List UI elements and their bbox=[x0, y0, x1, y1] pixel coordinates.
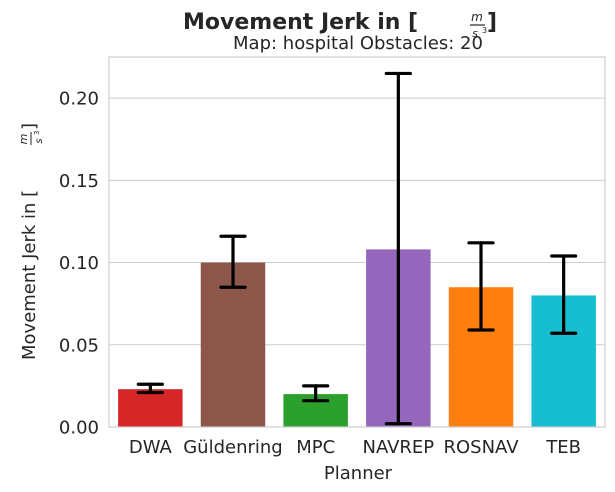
y-axis-label-prefix: Movement Jerk in [ bbox=[19, 190, 40, 360]
x-tick-label: TEB bbox=[545, 437, 581, 458]
title-unit-numerator: m bbox=[471, 10, 483, 24]
x-tick-labels: DWA Güldenring MPC NAVREP ROSNAV TEB bbox=[129, 437, 581, 458]
error-bars-group bbox=[136, 71, 578, 426]
error-bar-navrep bbox=[384, 71, 412, 426]
chart-title-prefix: Movement Jerk in [ bbox=[183, 10, 418, 35]
y-tick-label: 0.20 bbox=[59, 89, 99, 110]
title-unit-denominator: s bbox=[472, 27, 478, 40]
error-bar-rosnav bbox=[467, 241, 495, 332]
y-tick-label: 0.05 bbox=[59, 335, 99, 356]
y-axis-label: Movement Jerk in [ m s 3 ] bbox=[17, 123, 45, 360]
y-tick-label: 0.10 bbox=[59, 253, 99, 274]
error-bar-mpc bbox=[302, 384, 330, 403]
error-bar-teb bbox=[550, 254, 578, 335]
x-axis-label: Planner bbox=[324, 463, 393, 484]
error-bar-güldenring bbox=[219, 234, 247, 289]
x-tick-label: NAVREP bbox=[362, 437, 434, 458]
ylabel-unit-denominator: s bbox=[34, 138, 45, 143]
bar-dwa bbox=[118, 389, 183, 427]
chart-title-suffix: ] bbox=[487, 10, 497, 35]
bars-group bbox=[118, 249, 596, 427]
grid-lines bbox=[109, 97, 605, 428]
x-tick-label: Güldenring bbox=[183, 437, 283, 458]
chart-subtitle: Map: hospital Obstacles: 20 bbox=[233, 33, 483, 54]
bar-güldenring bbox=[200, 262, 266, 427]
title-unit-exponent: 3 bbox=[482, 26, 487, 35]
y-axis-label-suffix: ] bbox=[19, 123, 40, 130]
x-tick-label: DWA bbox=[129, 437, 173, 458]
x-tick-label: ROSNAV bbox=[443, 437, 519, 458]
y-tick-labels: 0.00 0.05 0.10 0.15 0.20 bbox=[59, 89, 99, 439]
x-tick-label: MPC bbox=[296, 437, 335, 458]
y-tick-label: 0.00 bbox=[59, 418, 99, 439]
ylabel-unit-exponent: 3 bbox=[33, 131, 41, 135]
ylabel-unit-numerator: m bbox=[17, 134, 30, 145]
y-tick-label: 0.15 bbox=[59, 171, 99, 192]
chart-title: Movement Jerk in [ m s 3 ] bbox=[183, 10, 497, 40]
error-bar-dwa bbox=[136, 382, 164, 395]
plot-frame bbox=[108, 56, 606, 428]
